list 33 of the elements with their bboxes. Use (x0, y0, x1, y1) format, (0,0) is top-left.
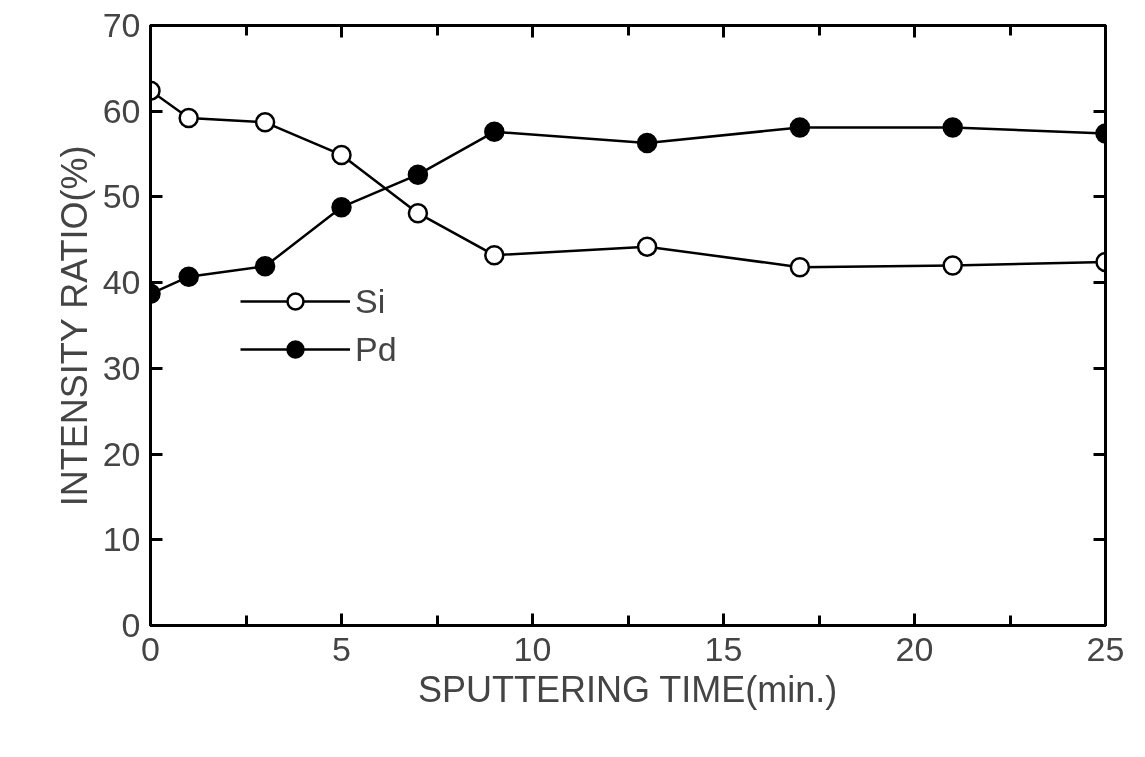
y-tick-label: 10 (102, 520, 141, 559)
point (178, 266, 199, 287)
y-tick-label: 60 (102, 91, 141, 130)
point (942, 255, 963, 276)
y-tick-label: 20 (102, 434, 141, 473)
y-tick-label: 70 (102, 6, 141, 44)
point (484, 121, 505, 143)
point (254, 256, 276, 277)
legend-label: Si (355, 281, 386, 321)
x-tick-label: 20 (895, 629, 934, 668)
y-tick-label: 0 (121, 606, 141, 644)
point (789, 117, 811, 138)
y-axis-title: INTENSITY RATIO(%) (53, 145, 95, 507)
x-tick-label: 15 (704, 629, 743, 668)
x-tick-label: 10 (513, 629, 552, 668)
point (484, 244, 505, 266)
point (942, 117, 963, 138)
point (789, 256, 811, 278)
y-tick-label: 50 (102, 177, 141, 216)
point (636, 236, 658, 257)
point (178, 107, 199, 129)
y-tick-label: 30 (102, 348, 141, 387)
x-axis-title: SPUTTERING TIME(min.) (418, 668, 838, 710)
point (331, 196, 352, 218)
x-tick-label: 5 (332, 629, 351, 668)
y-tick-label: 40 (102, 263, 141, 302)
point (254, 112, 276, 133)
point (407, 164, 429, 185)
x-tick-label: 25 (1086, 629, 1125, 668)
point (331, 144, 352, 166)
point (636, 132, 658, 154)
point (407, 202, 429, 224)
legend-label: Pd (355, 329, 397, 369)
